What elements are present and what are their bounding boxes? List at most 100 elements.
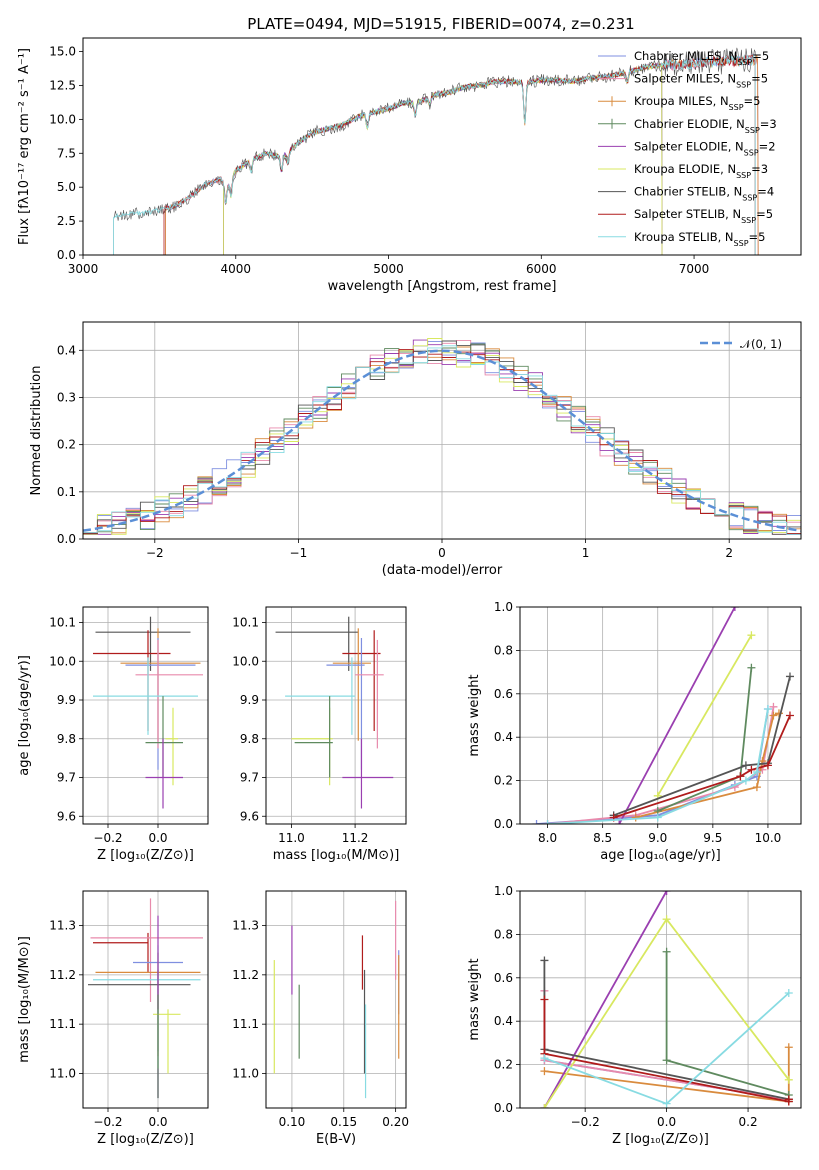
- weight_vs_z-ytick-label: 0.6: [494, 971, 513, 985]
- age_vs_z-ytick-label: 9.9: [57, 693, 76, 707]
- legend-label-text: Chabrier ELODIE, N: [634, 117, 745, 131]
- mass_vs_z-panel: −0.2 0.0 11.0 11.1 11.2 11.3 Z [log₁₀(Z/Z⊙)] ma…: [17, 890, 209, 1147]
- spectrum-ytick-label: 5.0: [57, 180, 76, 194]
- legend-label-suffix: =3: [751, 162, 768, 176]
- residuals-xtick-label: 2: [725, 546, 733, 560]
- legend-label-text: Kroupa MILES, N: [634, 94, 729, 108]
- weight-marker-salpeter_miles: [769, 702, 778, 711]
- legend-label-sub: SSP: [742, 193, 757, 202]
- weight_vs_age-plot-area: [532, 607, 794, 824]
- age_vs_z-ylabel: age [log₁₀(age/yr)]: [17, 655, 32, 776]
- weight_vs_age-ytick-label: 0.8: [494, 643, 513, 657]
- weight_vs_z-xtick-label: 0.2: [739, 1115, 758, 1129]
- mass_vs_z-ytick-label: 11.3: [49, 919, 76, 933]
- residuals-ytick-label: 0.2: [57, 438, 76, 452]
- age_vs_mass-ytick-label: 9.6: [240, 809, 259, 823]
- weight_vs_z-plot-area: [540, 891, 793, 1108]
- weight_vs_z-ytick-label: 0.4: [494, 1014, 513, 1028]
- legend-label-salpeter_stelib: Salpeter STELIB, NSSP=5: [634, 207, 773, 225]
- weight_vs_age-panel: 8.0 8.5 9.0 9.5 10.0 0.0 0.2 0.4 0.6 0.8 1.0 age [l…: [467, 600, 802, 863]
- weight_vs_z-xtick-label: −0.2: [571, 1115, 600, 1129]
- weight-line-kroupa_miles: [544, 1047, 790, 1103]
- legend-label-kroupa_stelib: Kroupa STELIB, NSSP=5: [634, 230, 765, 248]
- weight_vs_z-xtick-label: 0.0: [657, 1115, 676, 1129]
- weight_vs_age-ytick-label: 0.4: [494, 730, 513, 744]
- weight-marker-kroupa_miles: [774, 709, 783, 718]
- weight-marker-kroupa_elodie: [540, 1104, 549, 1108]
- age_vs_z-ticks: −0.2 0.0 9.6 9.7 9.8 9.9 10.0 10.1: [49, 616, 167, 846]
- residuals-ytick-label: 0.4: [57, 343, 76, 357]
- residuals-ticks: −2 −1 0 1 2 0.0 0.1 0.2 0.3 0.4: [57, 343, 733, 560]
- gaussian-legend-label: 𝒩(0, 1): [740, 337, 782, 351]
- legend-label-text: Salpeter ELODIE, N: [634, 139, 744, 153]
- mass_vs_z-frame: [82, 890, 209, 1109]
- residuals-ytick-label: 0.0: [57, 532, 76, 546]
- weight_vs_age-ytick-label: 0.2: [494, 774, 513, 788]
- weight_vs_age-xtick-label: 9.5: [703, 831, 722, 845]
- spectrum-xtick-label: 5000: [373, 262, 404, 276]
- mass_vs_ebv-xtick-label: 0.10: [279, 1115, 306, 1129]
- weight_vs_z-ytick-label: 0.2: [494, 1058, 513, 1072]
- weight-marker-kroupa_miles: [769, 711, 778, 720]
- residuals-panel: −2 −1 0 1 2 0.0 0.1 0.2 0.3 0.4 (data-model)/error…: [29, 321, 802, 578]
- age_vs_z-panel: −0.2 0.0 9.6 9.7 9.8 9.9 10.0 10.1 Z [log₁₀(Z/Z⊙…: [17, 606, 209, 863]
- residuals-plot-area: [83, 338, 801, 535]
- residuals-ylabel: Normed distribution: [29, 366, 44, 496]
- weight-marker-chabrier_elodie: [662, 1056, 671, 1065]
- mass_vs_ebv-xtick-label: 0.15: [330, 1115, 357, 1129]
- age_vs_z-xtick-label: 0.0: [148, 831, 167, 845]
- spectrum-xtick-label: 6000: [526, 262, 557, 276]
- weight_vs_age-ytick-label: 1.0: [494, 600, 513, 614]
- weight-marker-kroupa_stelib: [540, 1054, 549, 1063]
- mass_vs_ebv-ticks: 0.10 0.15 0.20 11.0 11.1 11.2 11.3: [232, 919, 409, 1129]
- legend-label-sub: SSP: [744, 148, 759, 157]
- legend-label-suffix: =3: [760, 117, 777, 131]
- mass_vs_z-ylabel: mass [log₁₀(M/M⊙)]: [17, 936, 32, 1063]
- age_vs_mass-panel: 11.0 11.2 9.6 9.7 9.8 9.9 10.0 10.1 mass [log₁₀(…: [232, 606, 407, 863]
- legend-label-sub: SSP: [745, 125, 760, 134]
- weight-line-kroupa_elodie: [656, 634, 753, 797]
- legend-label-kroupa_elodie: Kroupa ELODIE, NSSP=3: [634, 162, 768, 180]
- mass_vs_ebv-xtick-label: 0.20: [382, 1115, 409, 1129]
- mass_vs_ebv-plot-area: [273, 900, 400, 1099]
- age_vs_mass-ytick-label: 10.0: [232, 654, 259, 668]
- legend-label-sub: SSP: [736, 171, 751, 180]
- spectrum-line-kroupa_stelib: [113, 54, 756, 255]
- residuals-xlabel: (data-model)/error: [382, 563, 503, 578]
- spectrum-ytick-label: 12.5: [49, 78, 76, 92]
- legend-label-chabrier_miles: Chabrier MILES, NSSP=5: [634, 49, 769, 67]
- weight-marker-kroupa_miles: [540, 1067, 549, 1076]
- weight-marker-salpeter_elodie: [615, 820, 624, 824]
- weight-marker-salpeter_stelib: [785, 711, 794, 720]
- weight_vs_age-xlabel: age [log₁₀(age/yr)]: [600, 848, 721, 863]
- residuals-xtick-label: −1: [290, 546, 308, 560]
- weight-marker-salpeter_stelib: [736, 772, 745, 781]
- weight-marker-chabrier_stelib: [540, 956, 549, 965]
- weight-marker-kroupa_stelib: [752, 767, 761, 776]
- legend-label-suffix: =4: [757, 185, 774, 199]
- weight-marker-chabrier_elodie: [747, 663, 756, 672]
- weight-marker-kroupa_miles: [631, 813, 640, 822]
- weight-marker-kroupa_stelib: [741, 776, 750, 785]
- mass_vs_z-ytick-label: 11.0: [49, 1066, 76, 1080]
- weight_vs_age-ytick-label: 0.0: [494, 817, 513, 831]
- weight-marker-chabrier_miles: [532, 820, 541, 824]
- weight-marker-kroupa_miles: [784, 1043, 793, 1052]
- age_vs_z-plot-area: [93, 616, 203, 809]
- weight-marker-salpeter_stelib: [784, 1095, 793, 1104]
- weight-marker-kroupa_stelib: [653, 813, 662, 822]
- weight_vs_age-ytick-label: 0.6: [494, 687, 513, 701]
- weight-marker-chabrier_stelib: [741, 761, 750, 770]
- age_vs_mass-plot-area: [275, 616, 394, 809]
- spectrum-ticks: 3000 4000 5000 6000 7000 0.0 2.5 5.0 7.5 10.0 12.5…: [49, 45, 709, 276]
- legend-label-text: Salpeter MILES, N: [634, 72, 736, 86]
- legend-label-suffix: =2: [759, 139, 776, 153]
- spectrum-ytick-label: 7.5: [57, 146, 76, 160]
- age_vs_z-frame: [82, 606, 209, 825]
- weight_vs_age-xtick-label: 8.0: [538, 831, 557, 845]
- weight-marker-kroupa_elodie: [662, 915, 671, 924]
- legend-label-salpeter_elodie: Salpeter ELODIE, NSSP=2: [634, 139, 776, 157]
- legend-label-sub: SSP: [741, 216, 756, 225]
- weight_vs_age-xtick-label: 10.0: [755, 831, 782, 845]
